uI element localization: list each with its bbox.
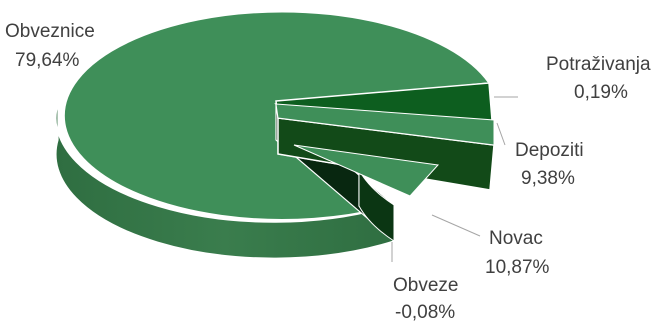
label-obveze-name: Obveze [393,275,458,296]
label-novac-value: 10,87% [485,257,550,278]
label-depoziti-value: 9,38% [521,168,575,189]
label-potrazivanja-name: Potraživanja [546,54,651,75]
label-obveze-value: -0,08% [395,302,455,321]
label-novac-name: Novac [489,228,543,249]
slice-novac-lower [358,169,395,242]
leader-line-novac [431,214,481,237]
slice-potrazivanja-face [275,103,495,146]
slice-obveze [293,144,440,197]
label-obveznice-value: 79,64% [15,50,80,71]
label-obveznice-name: Obveznice [5,21,95,42]
leader-line-depoziti [496,122,506,146]
label-potrazivanja-value: 0,19% [574,82,628,103]
label-depoziti-name: Depoziti [515,140,584,161]
